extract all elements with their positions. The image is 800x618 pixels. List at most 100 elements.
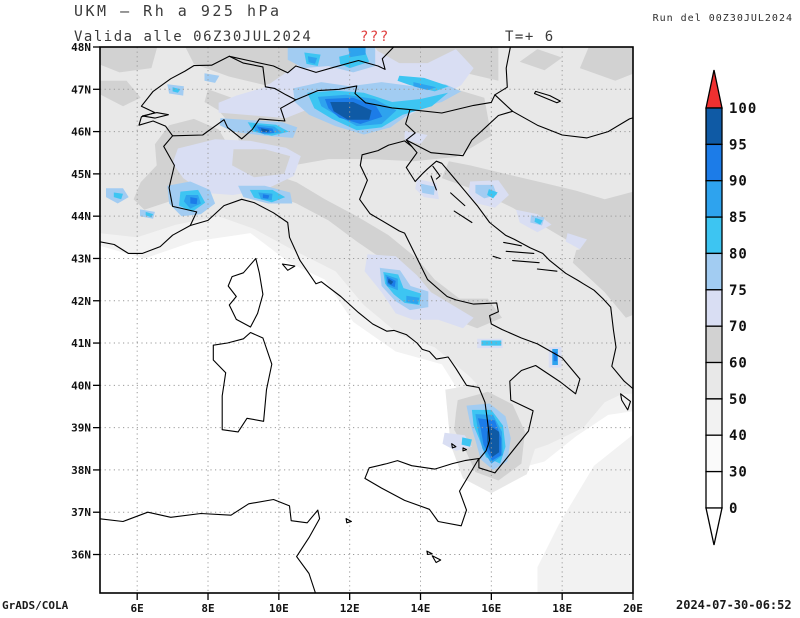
rh-region-b85: [307, 56, 318, 64]
rh-region-b80: [534, 217, 543, 225]
rh-region-b75: [420, 183, 435, 195]
rh-region-b80: [172, 87, 181, 93]
lat-axis-labels: 48N 47N 46N 45N 44N 43N 42N 41N 40N 39N 38N 37N 36N: [71, 41, 91, 562]
lake-balaton: [533, 90, 561, 104]
colorbar-segment-b85: [705, 180, 723, 218]
france-italy-border: [163, 135, 198, 227]
gozo: [426, 550, 433, 556]
colorbar-label: 70: [729, 319, 748, 335]
rh-region-b95: [261, 128, 270, 133]
austria-east-border: [409, 47, 511, 114]
rh-region-b90: [190, 197, 198, 205]
valid-time-label: Valida alle 06Z30JUL2024: [74, 29, 313, 45]
lat-tick-label: 46N: [71, 126, 91, 139]
lat-tick-label: 45N: [71, 168, 91, 181]
colorbar-segment-g50: [705, 361, 723, 400]
rh-region-b80: [113, 192, 123, 200]
warning-label: ???: [360, 29, 390, 45]
lake-geneva: [141, 112, 169, 119]
lat-tick-label: 48N: [71, 41, 91, 54]
italy-slovenia-border: [405, 109, 416, 147]
rh-region-b90: [262, 194, 270, 199]
rh-region-l70: [404, 130, 428, 145]
rh-region-g40: [537, 434, 633, 593]
rh-region-g60: [100, 80, 141, 107]
colorbar-label: 40: [729, 428, 748, 444]
chart-title: UKM — Rh a 925 hPa: [74, 2, 282, 20]
colorbar-label: 0: [729, 501, 738, 517]
colorbar-segment-b75: [705, 252, 723, 291]
rh-region-b85: [348, 47, 366, 58]
colorbar-label: 90: [729, 174, 748, 190]
lat-tick-label: 36N: [71, 549, 91, 562]
lat-tick-label: 37N: [71, 506, 91, 519]
corfu: [620, 393, 632, 411]
island-korcula: [512, 260, 540, 264]
rh-region-b80: [461, 437, 472, 447]
corsica: [227, 257, 264, 328]
rh-region-b95: [330, 102, 372, 120]
pantelleria: [345, 518, 352, 524]
lon-tick-label: 6E: [131, 602, 144, 615]
axis-ticks: [93, 46, 634, 600]
colorbar: 100 95 90 85 80 75 70 60 50 40 30 0: [705, 69, 757, 546]
rh-region-l70: [565, 233, 587, 250]
rh-region-g60: [232, 149, 291, 178]
colorbar-label: 100: [729, 101, 757, 117]
coastline-layer: [100, 47, 633, 593]
forecast-step-label: T=+ 6: [505, 29, 555, 45]
aeolian-2: [462, 447, 468, 452]
rh-region-b95: [487, 425, 500, 458]
colorbar-segment-l70: [705, 289, 723, 327]
rh-region-g60: [519, 49, 563, 71]
rh-region-b80: [397, 75, 449, 92]
germany-austria-border: [228, 47, 395, 74]
colorbar-label: 30: [729, 465, 748, 481]
lon-tick-label: 10E: [269, 602, 289, 615]
grads-credit: GrADS/COLA: [2, 599, 69, 612]
rh-region-b85: [406, 295, 420, 305]
rh-region-l70: [442, 432, 472, 451]
island-brac: [503, 241, 522, 247]
lon-tick-label: 12E: [340, 602, 360, 615]
france-coast: [100, 224, 191, 254]
colorbar-segment-b80: [705, 216, 723, 255]
colorbar-over-arrow: [705, 69, 723, 109]
rh-region-b85: [413, 82, 437, 91]
lon-tick-label: 14E: [411, 602, 431, 615]
island-cres: [430, 175, 437, 191]
colorbar-segment-g60: [705, 325, 723, 364]
colorbar-label: 95: [729, 137, 748, 153]
slovenia-croatia-border: [405, 110, 514, 157]
plot-frame: [99, 46, 634, 594]
creation-timestamp: 2024-07-30-06:52: [676, 598, 792, 612]
lon-tick-label: 16E: [481, 602, 501, 615]
italy-austria-border: [295, 85, 411, 111]
run-label: Run del 00Z30JUL2024: [652, 13, 793, 24]
colorbar-segment-g30: [705, 434, 723, 473]
colorbar-label: 80: [729, 246, 748, 262]
colorbar-label: 75: [729, 283, 748, 299]
colorbar-under-arrow: [705, 507, 723, 546]
sicily: [364, 457, 480, 527]
colorbar-segment-g40: [705, 398, 723, 436]
island-vis: [492, 255, 501, 260]
island-krk: [432, 165, 441, 180]
colorbar-label: 50: [729, 392, 748, 408]
island-mljet: [536, 268, 558, 272]
africa-coast: [100, 498, 321, 593]
colorbar-segment-b95: [705, 107, 723, 146]
italy-coast: [189, 140, 581, 474]
lat-tick-label: 40N: [71, 379, 91, 392]
lat-tick-label: 41N: [71, 337, 91, 350]
colorbar-label: 60: [729, 356, 748, 372]
rh-region-b95: [387, 278, 394, 285]
lat-tick-label: 38N: [71, 464, 91, 477]
rh-region-g60: [185, 47, 301, 86]
island-dugi-otok: [453, 210, 473, 224]
elba: [281, 263, 296, 271]
rh-region-g60: [100, 47, 158, 73]
colorbar-segment-b90: [705, 143, 723, 182]
